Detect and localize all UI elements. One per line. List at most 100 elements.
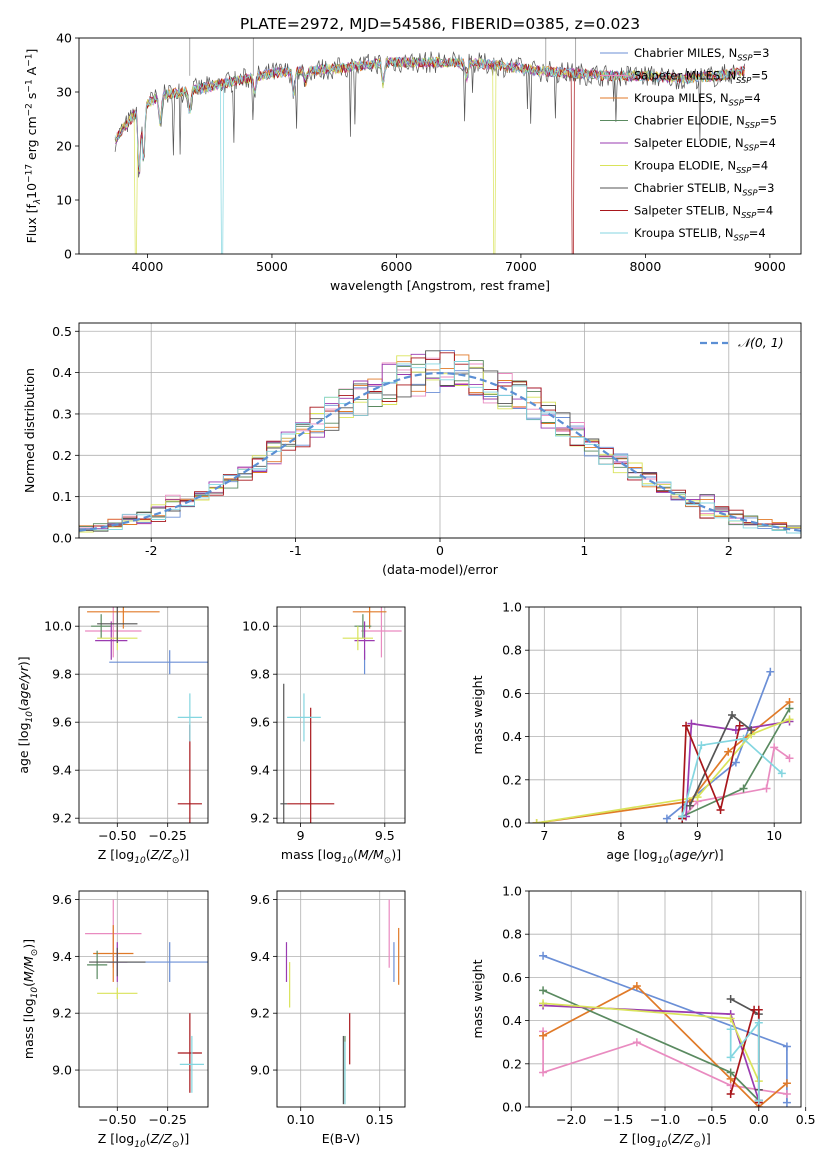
y-tick-label: 0	[64, 247, 72, 262]
x-tick-label: -2	[145, 543, 157, 558]
series-marker	[539, 951, 548, 960]
y-tick-label: 0.8	[502, 927, 522, 942]
series-marker	[632, 982, 641, 991]
series-marker	[770, 743, 779, 752]
errorbar-kroupa-miles	[93, 925, 134, 982]
y-tick-label: 0.6	[502, 686, 522, 701]
series-chabrier-stelib	[685, 711, 756, 810]
axes-frame	[276, 606, 406, 824]
y-tick-label: 9.8	[52, 667, 72, 682]
series-marker	[766, 667, 775, 676]
spectrum-kroupa-stelib	[114, 56, 745, 254]
y-tick-label: 0.4	[502, 729, 522, 744]
errorbar-salpeter-stelib	[177, 724, 202, 823]
x-tick-label: −0.25	[149, 828, 187, 843]
y-tick-label: 9.8	[250, 667, 270, 682]
x-tick-label: −2.0	[556, 1112, 586, 1127]
plot-area-age_vs_Z	[85, 607, 208, 823]
legend-entry: Salpeter MILES, NSSP=5	[634, 69, 768, 85]
errorbar-chabrier-elodie	[87, 950, 108, 980]
series-marker	[782, 1098, 791, 1107]
errorbar-chabrier-miles	[109, 650, 208, 675]
errorbar-salpeter-stelib	[177, 1013, 202, 1093]
panel-mass_weight_vs_Z: −2.0 −1.5 −1.0 −0.5 0.0 0.5 0.0 0.2 0.4 0.6 0.8 1.0…	[470, 884, 816, 1150]
series-marker	[785, 704, 794, 713]
x-tick-label: 7000	[505, 259, 537, 274]
x-tick-label: 0.0	[749, 1112, 769, 1127]
series-marker	[724, 747, 733, 756]
series-line	[536, 718, 790, 823]
y-tick-label: 9.2	[52, 1006, 72, 1021]
legend-entry: Kroupa STELIB, NSSP=4	[634, 226, 766, 242]
series-kroupa-stelib	[726, 1018, 763, 1105]
y-tick-label: 9.6	[250, 715, 270, 730]
y-tick-label: 0.4	[52, 365, 72, 380]
errorbar-kroupa-stelib	[177, 693, 202, 742]
y-tick-label: 9.0	[52, 1063, 72, 1078]
series-marker	[762, 784, 771, 793]
axes-frame	[528, 890, 802, 1108]
series-kroupa-miles	[532, 698, 794, 823]
series-marker	[754, 1096, 763, 1105]
series-marker	[539, 986, 548, 995]
series-marker	[726, 1068, 735, 1077]
series-marker	[726, 1090, 735, 1099]
series-marker	[678, 812, 687, 821]
x-tick-label: −1.0	[650, 1112, 680, 1127]
errorbar-chabrier-stelib	[89, 947, 146, 977]
errorbar-chabrier-stelib	[280, 683, 288, 823]
y-tick-label: 9.2	[52, 811, 72, 826]
x-tick-label: 10	[766, 828, 782, 843]
y-axis-label: Flux [fλ10−17 erg cm−2 s−1 A−1]	[24, 49, 43, 244]
x-tick-label: −0.5	[697, 1112, 727, 1127]
series-marker	[782, 1090, 791, 1099]
panel-mass_vs_ebv: 0.10 0.15 9.0 9.2 9.4 9.6 E(B-V)	[250, 890, 406, 1146]
series-line	[685, 720, 790, 817]
x-tick-label: 0.10	[287, 1112, 315, 1127]
y-axis-label: Normed distribution	[22, 368, 37, 493]
series-marker	[716, 806, 725, 815]
figure-title: PLATE=2972, MJD=54586, FIBERID=0385, z=0…	[240, 15, 640, 33]
x-axis-label: Z [log10(Z/Z⊙)]	[98, 1131, 189, 1150]
y-tick-label: 9.4	[52, 763, 72, 778]
errorbar-chabrier-elodie	[91, 614, 112, 639]
errorbar-kroupa-stelib	[179, 1035, 204, 1093]
x-tick-label: 9	[694, 828, 702, 843]
series-marker	[785, 715, 794, 724]
legend-entry: Chabrier STELIB, NSSP=3	[634, 181, 774, 197]
series-marker	[754, 1005, 763, 1014]
series-salpeter-miles	[539, 1027, 791, 1099]
series-marker	[693, 793, 702, 802]
legend-entry: Salpeter ELODIE, NSSP=4	[634, 136, 776, 152]
y-tick-label: 0.0	[52, 531, 72, 546]
y-tick-label: 40	[56, 31, 72, 46]
errorbar-salpeter-miles	[85, 607, 142, 658]
x-tick-label: -1	[289, 543, 301, 558]
x-tick-label: 2	[725, 543, 733, 558]
axes-frame	[528, 606, 802, 824]
x-tick-label: 0.15	[366, 1112, 394, 1127]
series-line	[729, 1020, 760, 1101]
y-tick-label: 1.0	[502, 884, 522, 899]
series-marker	[685, 801, 694, 810]
panel-mass_vs_Z: −0.50 −0.25 9.0 9.2 9.4 9.6 Z [log10(Z/Z⊙)] mas…	[21, 890, 209, 1150]
plot-area-mass_vs_ebv	[285, 899, 400, 1105]
y-tick-label: 30	[56, 85, 72, 100]
errorbar-kroupa-miles	[352, 607, 387, 629]
y-tick-label: 0.6	[502, 970, 522, 985]
series-marker	[754, 1018, 763, 1027]
y-tick-label: 9.2	[250, 811, 270, 826]
x-tick-label: 8000	[629, 259, 661, 274]
plot-area-mass_weight_vs_age	[532, 667, 794, 823]
legend-entry: Kroupa ELODIE, NSSP=4	[634, 159, 768, 175]
y-tick-label: 0.2	[502, 772, 522, 787]
x-tick-label: −0.50	[98, 1112, 136, 1127]
y-axis-label: mass weight	[470, 959, 485, 1038]
panel-age_vs_mass: 9 9.5 9.2 9.4 9.6 9.8 10.0 mass [log10(M/M⊙)]	[242, 606, 406, 866]
series-marker	[735, 721, 744, 730]
y-tick-label: 9.4	[250, 949, 270, 964]
errorbar-kroupa-miles	[87, 607, 160, 629]
y-tick-label: 9.4	[250, 763, 270, 778]
y-tick-label: 9.6	[52, 892, 72, 907]
series-marker	[726, 1025, 735, 1034]
